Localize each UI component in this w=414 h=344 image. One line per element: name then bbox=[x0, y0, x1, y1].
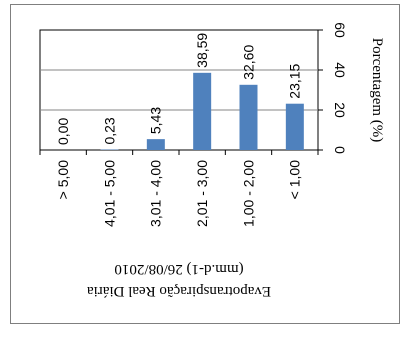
x-axis-title-line-2: (mm.d-1) 26/08/2010 bbox=[114, 261, 243, 277]
category-label: < 1,00 bbox=[287, 160, 303, 200]
category-label: 3,01 - 4,00 bbox=[148, 160, 164, 227]
y-axis-title: Porcentagem (%) bbox=[369, 38, 385, 143]
data-label: 32,60 bbox=[240, 45, 256, 80]
bar bbox=[193, 72, 212, 150]
value-tick-label: 60 bbox=[332, 22, 348, 38]
data-label: 23,15 bbox=[287, 63, 303, 98]
category-label: 1,00 - 2,00 bbox=[240, 160, 256, 227]
data-label: 38,59 bbox=[194, 33, 210, 68]
x-axis-title-line-1: Evapotranspiração Real Diária bbox=[87, 283, 271, 299]
value-tick-label: 0 bbox=[332, 146, 348, 154]
bar bbox=[239, 84, 258, 150]
data-label: 5,43 bbox=[148, 107, 164, 134]
bar bbox=[285, 103, 304, 150]
data-label: 0,00 bbox=[55, 118, 71, 145]
category-label: 2,01 - 3,00 bbox=[194, 160, 210, 227]
plot-area bbox=[39, 29, 319, 151]
data-label: 0,23 bbox=[101, 117, 117, 144]
chart-frame bbox=[10, 4, 400, 324]
value-tick-label: 40 bbox=[332, 62, 348, 78]
bar bbox=[146, 139, 165, 150]
category-label: 4,01 - 5,00 bbox=[101, 160, 117, 227]
category-label: > 5,00 bbox=[55, 160, 71, 200]
value-tick-label: 20 bbox=[332, 102, 348, 118]
